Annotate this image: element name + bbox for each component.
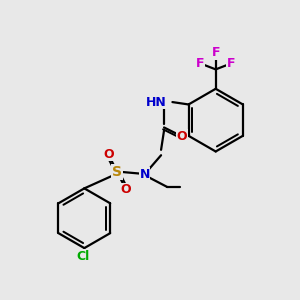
Text: F: F (227, 57, 236, 70)
Text: O: O (177, 130, 187, 143)
Text: S: S (112, 165, 122, 179)
Text: N: N (140, 168, 150, 181)
Text: HN: HN (146, 96, 167, 109)
Text: F: F (196, 57, 204, 70)
Text: F: F (212, 46, 220, 59)
Text: O: O (103, 148, 113, 160)
Text: O: O (121, 183, 131, 196)
Text: Cl: Cl (76, 250, 89, 263)
